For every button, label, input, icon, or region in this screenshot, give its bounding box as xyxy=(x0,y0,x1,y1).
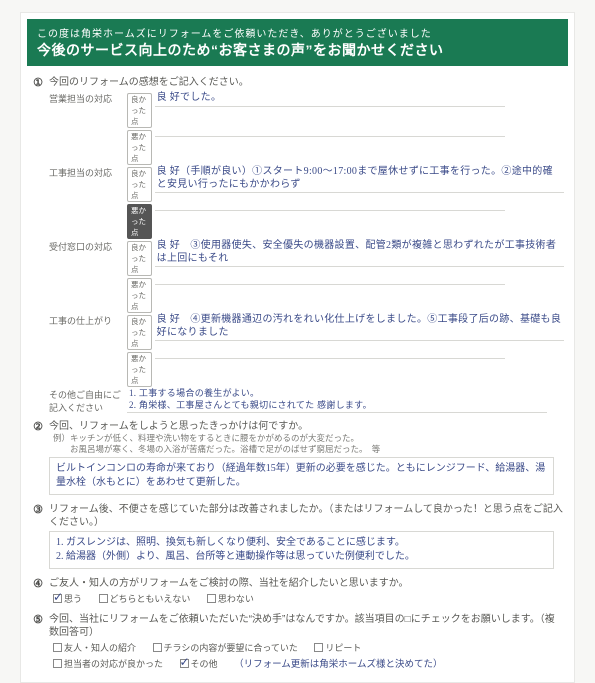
checkbox-icon[interactable] xyxy=(53,643,62,652)
q4-text: ご友人・知人の方がリフォームをご検討の際、当社を紹介したいと思いますか。 xyxy=(49,577,564,590)
q1-free-hand[interactable]: 1. 工事する場合の養生がよい。 2. 角栄様、工事屋さんとても親切にされてた … xyxy=(127,388,547,413)
checkbox-icon[interactable] xyxy=(99,594,108,603)
q3-text: リフォーム後、不便さを感じていた部分は改善されましたか。（またはリフォームして良… xyxy=(49,503,564,529)
q5-options-row2: 担当者の対応が良かった その他 （リフォーム更新は角栄ホームズ様と決めてた） xyxy=(53,656,564,670)
q5-other-hand[interactable]: （リフォーム更新は角栄ホームズ様と決めてた） xyxy=(234,660,442,670)
q2-text: 今回、リフォームをしようと思ったきっかけは何ですか。 xyxy=(49,420,564,433)
q4-opt-1[interactable]: どちらともいえない xyxy=(99,592,191,605)
pill-good: 良かった点 xyxy=(127,241,152,276)
pill-good: 良かった点 xyxy=(127,167,152,202)
q5-opt-3-label: 担当者の対応が良かった xyxy=(64,659,163,669)
q2-section: ② 今回、リフォームをしようと思ったきっかけは何ですか。 例）キッチンが低く、料… xyxy=(21,416,574,499)
q1-row0-label: 営業担当の対応 xyxy=(49,92,127,166)
q4-options: 思う どちらともいえない 思わない xyxy=(53,592,564,605)
q5-options-row1: 友人・知人の紹介 チラシの内容が要望に合っていた リピート xyxy=(53,641,564,654)
banner-line1: この度は角栄ホームズにリフォームをご依頼いただき、ありがとうございました xyxy=(37,25,558,40)
q4-opt-0-label: 思う xyxy=(64,594,82,604)
q1-row3-good-hand[interactable]: 良 好 ④更新機器通辺の汚れをれい化仕上げをしました。⑤工事段了后の跡、基礎も良… xyxy=(155,314,564,341)
banner-line2: 今後のサービス向上のため“お客さまの声”をお聞かせください xyxy=(37,40,558,60)
q1-row2-good-hand[interactable]: 良 好 ③使用器使失、安全優失の機器設置、配管2類が複雑と思わずれたが工事技術者… xyxy=(155,240,564,267)
q5-text: 今回、当社にリフォームをご依頼いただいた“決め手”はなんですか。該当項目の□にチ… xyxy=(49,613,564,639)
q4-opt-2[interactable]: 思わない xyxy=(207,592,254,605)
pill-bad: 悪かった点 xyxy=(127,278,152,313)
q1-num: ① xyxy=(31,76,45,89)
q5-num: ⑤ xyxy=(31,613,45,626)
q3-section: ③ リフォーム後、不便さを感じていた部分は改善されましたか。（またはリフォームし… xyxy=(21,499,574,573)
q1-row1-label: 工事担当の対応 xyxy=(49,166,127,240)
pill-good: 良かった点 xyxy=(127,315,152,350)
q5-opt-0-label: 友人・知人の紹介 xyxy=(64,643,136,653)
checkbox-icon[interactable] xyxy=(207,594,216,603)
q2-hand[interactable]: ビルトインコンロの寿命が来ており（経過年数15年）更新の必要を感じた。ともにレン… xyxy=(49,457,554,495)
q5-opt-4[interactable]: その他 xyxy=(180,657,218,670)
checkbox-icon[interactable] xyxy=(180,659,189,668)
q2-ex2: お風呂場が寒く、冬場の入浴が苦痛だった。浴槽で足がのばせず窮屈だった。 等 xyxy=(53,444,564,455)
q1-section: ① 今回のリフォームの感想をご記入ください。 営業担当の対応 良かった点 良 好… xyxy=(21,72,574,416)
survey-sheet: この度は角栄ホームズにリフォームをご依頼いただき、ありがとうございました 今後の… xyxy=(20,12,575,683)
pill-bad: 悪かった点 xyxy=(127,204,152,239)
q5-opt-0[interactable]: 友人・知人の紹介 xyxy=(53,641,136,654)
q1-free-label: その他ご自由にご記入ください xyxy=(49,388,127,414)
q4-num: ④ xyxy=(31,577,45,590)
q1-row2-bad-hand[interactable] xyxy=(155,283,505,285)
q1-row2-label: 受付窓口の対応 xyxy=(49,240,127,314)
pill-bad: 悪かった点 xyxy=(127,130,152,165)
q5-opt-1-label: チラシの内容が要望に合っていた xyxy=(164,643,298,653)
q2-num: ② xyxy=(31,420,45,433)
checkbox-icon[interactable] xyxy=(53,659,62,668)
q1-text: 今回のリフォームの感想をご記入ください。 xyxy=(49,76,564,89)
q1-table: 営業担当の対応 良かった点 良 好でした。 悪かった点 工事担当の対応 良かった… xyxy=(49,92,564,414)
q5-section: ⑤ 今回、当社にリフォームをご依頼いただいた“決め手”はなんですか。該当項目の□… xyxy=(21,609,574,674)
q4-opt-1-label: どちらともいえない xyxy=(110,594,191,604)
q1-row1-good-hand[interactable]: 良 好（手順が良い）①スタート9:00～17:00まで屋休せずに工事を行った。②… xyxy=(155,166,564,193)
q4-opt-0[interactable]: 思う xyxy=(53,592,82,605)
q4-opt-2-label: 思わない xyxy=(218,594,254,604)
checkbox-icon[interactable] xyxy=(153,643,162,652)
header-banner: この度は角栄ホームズにリフォームをご依頼いただき、ありがとうございました 今後の… xyxy=(27,19,568,66)
pill-bad: 悪かった点 xyxy=(127,352,152,387)
q4-section: ④ ご友人・知人の方がリフォームをご検討の際、当社を紹介したいと思いますか。 思… xyxy=(21,573,574,609)
q2-ex1: 例）キッチンが低く、料理や洗い物をするときに腰をかがめるのが大変だった。 xyxy=(53,433,564,444)
q1-row0-good-hand[interactable]: 良 好でした。 xyxy=(155,92,505,107)
q3-num: ③ xyxy=(31,503,45,516)
q5-opt-1[interactable]: チラシの内容が要望に合っていた xyxy=(153,641,298,654)
q1-row3-label: 工事の仕上がり xyxy=(49,314,127,388)
q3-hand[interactable]: 1. ガスレンジは、照明、換気も新しくなり便利、安全であることに感じます。 2.… xyxy=(49,531,554,569)
checkbox-icon[interactable] xyxy=(53,594,62,603)
q1-row1-bad-hand[interactable] xyxy=(155,209,505,211)
q5-opt-3[interactable]: 担当者の対応が良かった xyxy=(53,657,163,670)
q5-opt-4-label: その他 xyxy=(191,659,218,669)
q1-row0-bad-hand[interactable] xyxy=(155,135,505,137)
pill-good: 良かった点 xyxy=(127,93,152,128)
q5-opt-2-label: リピート xyxy=(325,643,361,653)
q5-opt-2[interactable]: リピート xyxy=(314,641,361,654)
checkbox-icon[interactable] xyxy=(314,643,323,652)
q1-row3-bad-hand[interactable] xyxy=(155,357,505,359)
